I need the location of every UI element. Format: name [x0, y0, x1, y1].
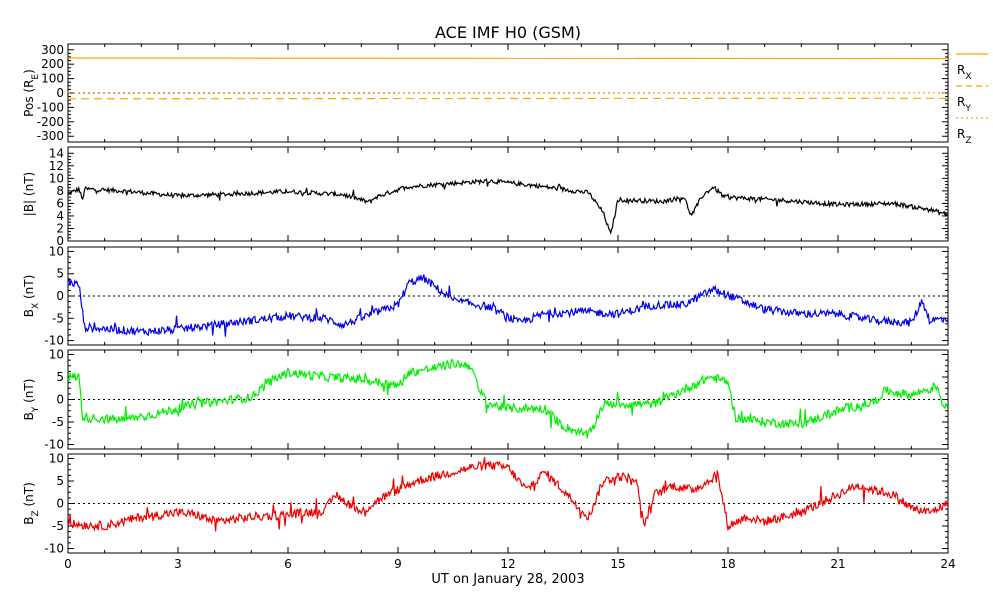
panel-by: 10 5 0 -5 -10 BY (nT)	[22, 348, 949, 452]
x-tick-label: 15	[610, 557, 625, 571]
y-tick-label: 14	[49, 146, 64, 160]
y-tick-label: 0	[56, 86, 64, 100]
legend-label: RX	[957, 63, 972, 82]
y-tick-label: -300	[37, 129, 64, 143]
y-tick-label: 300	[41, 43, 64, 57]
y-tick-label: 10	[49, 348, 64, 362]
series-line-BY	[68, 358, 948, 439]
y-tick-label: 5	[56, 370, 64, 384]
x-tick-label: 3	[174, 557, 182, 571]
y-tick-label: 5	[56, 474, 64, 488]
y-tick-label: 10	[49, 244, 64, 258]
legend-label: RZ	[957, 127, 972, 146]
y-tick-label: 8	[56, 184, 64, 198]
series-line-|B|	[68, 178, 948, 236]
series-line-BZ	[68, 456, 948, 532]
series-line-RY	[68, 97, 948, 100]
y-axis-label: BZ (nT)	[22, 482, 41, 525]
y-axis-label: BY (nT)	[22, 379, 41, 421]
y-tick-label: 10	[49, 171, 64, 185]
y-tick-label: -200	[37, 115, 64, 129]
x-tick-label: 21	[830, 557, 845, 571]
y-tick-label: 6	[56, 196, 64, 210]
y-axis-label: BX (nT)	[22, 275, 41, 318]
series-line-RX	[68, 57, 948, 60]
x-tick-label: 24	[940, 557, 955, 571]
x-tick-label: 0	[64, 557, 72, 571]
chart-title: ACE IMF H0 (GSM)	[435, 23, 581, 42]
legend: RX RY RZ	[956, 53, 988, 146]
y-tick-label: 10	[49, 452, 64, 466]
x-tick-label: 12	[500, 557, 515, 571]
y-tick-label: 100	[41, 72, 64, 86]
y-tick-label: 2	[56, 221, 64, 235]
y-tick-label: -10	[44, 334, 64, 348]
x-tick-label: 9	[394, 557, 402, 571]
y-tick-label: 4	[56, 209, 64, 223]
y-tick-label: 0	[56, 289, 64, 303]
x-tick-label: 18	[720, 557, 735, 571]
x-axis-label: UT on January 28, 2003	[431, 572, 584, 587]
y-tick-label: 0	[56, 234, 64, 248]
y-tick-label: -5	[52, 519, 64, 533]
x-tick-label: 6	[284, 557, 292, 571]
panel-bx: 10 5 0 -5 -10 BX (nT)	[22, 244, 949, 348]
y-axis-label: Pos (RE)	[22, 69, 41, 117]
y-tick-label: 200	[41, 57, 64, 71]
y-tick-label: -10	[44, 542, 64, 556]
y-tick-label: -10	[44, 438, 64, 452]
y-tick-label: 0	[56, 393, 64, 407]
legend-label: RY	[957, 95, 971, 114]
y-tick-label: 5	[56, 267, 64, 281]
series-line-BX	[68, 274, 948, 337]
y-tick-label: -5	[52, 311, 64, 325]
y-tick-label: 0	[56, 497, 64, 511]
y-tick-label: 12	[49, 159, 64, 173]
y-axis-label: |B| (nT)	[22, 172, 36, 216]
y-tick-label: -5	[52, 415, 64, 429]
panel-bz: 10 5 0 -5 -10 BZ (nT) 0 3 6 9 12 15 18 21 24	[22, 452, 956, 572]
panel-frame	[67, 146, 949, 242]
y-tick-label: -100	[37, 100, 64, 114]
